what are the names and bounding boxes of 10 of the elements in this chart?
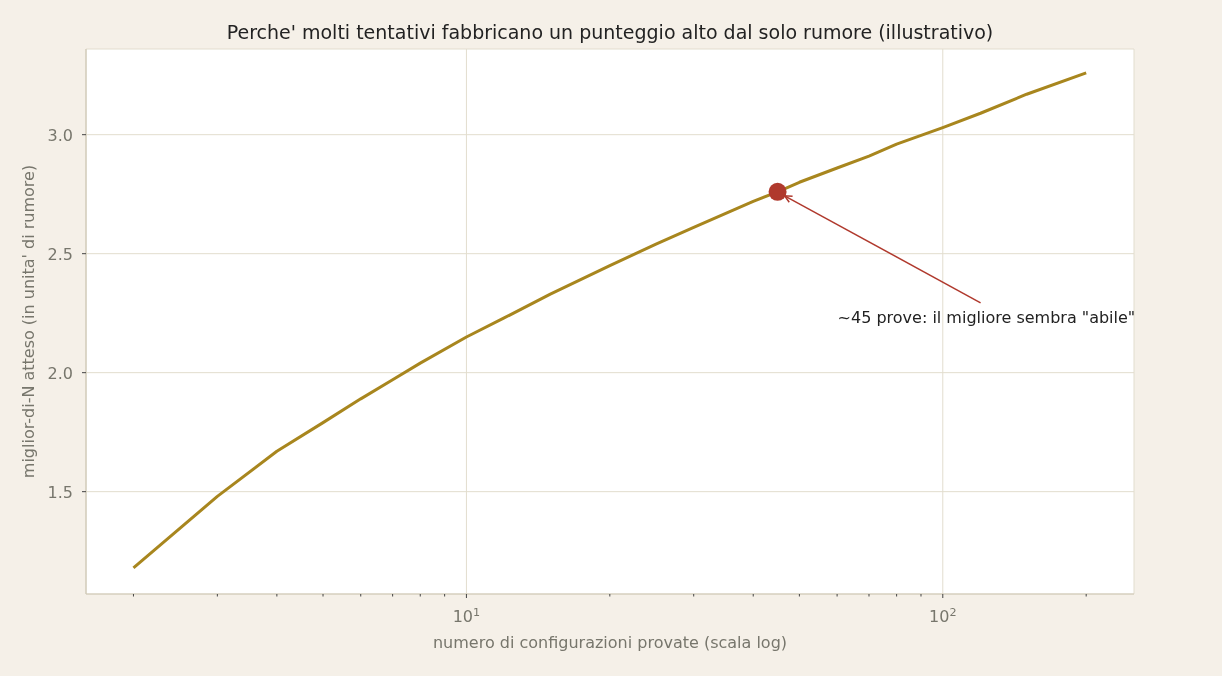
y-tick-label: 2.0: [47, 363, 73, 383]
y-tick-label: 2.5: [47, 244, 73, 264]
x-tick-label: 10$^{1}$: [452, 605, 481, 626]
y-axis-title: miglior-di-N atteso (in unita' di rumore): [18, 164, 38, 479]
x-tick-label: 10$^{2}$: [929, 605, 957, 626]
y-tick-label: 3.0: [47, 125, 73, 145]
x-axis-title: numero di configurazioni provate (scala log): [432, 633, 788, 652]
annotation: ~45 prove: il migliore sembra "abile": [837, 307, 1136, 327]
y-tick-label: 1.5: [47, 482, 73, 502]
chart-title: Perche' molti tentativi fabbricano un punteggio alto dal solo rumore (illustrativo): [225, 20, 995, 44]
